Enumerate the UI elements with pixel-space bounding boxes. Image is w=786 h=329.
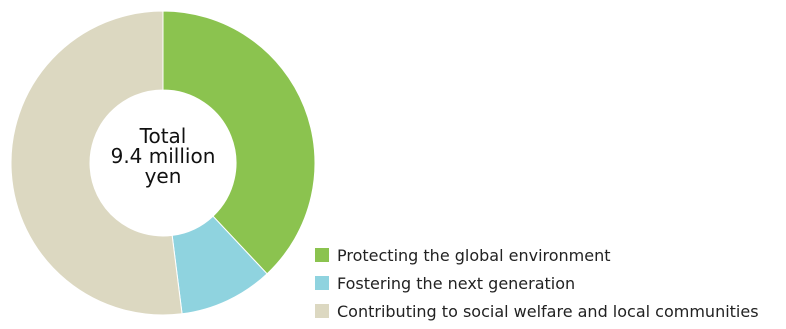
slice-group bbox=[10, 10, 316, 316]
legend-item-next-generation: Fostering the next generation bbox=[315, 269, 786, 297]
legend-swatch-social-welfare bbox=[315, 304, 329, 318]
legend-swatch-next-generation bbox=[315, 276, 329, 290]
legend-swatch-global-environment bbox=[315, 248, 329, 262]
center-label-line-2: 9.4 million bbox=[110, 144, 216, 168]
legend-item-global-environment: Protecting the global environment bbox=[315, 241, 786, 269]
legend-label-global-environment: Protecting the global environment bbox=[337, 245, 611, 265]
slice-0 bbox=[162, 10, 316, 275]
legend-label-next-generation: Fostering the next generation bbox=[337, 273, 576, 293]
legend-label-social-welfare: Contributing to social welfare and local… bbox=[337, 301, 759, 321]
center-total-label: Total 9.4 million yen bbox=[88, 126, 238, 186]
legend-item-social-welfare: Contributing to social welfare and local… bbox=[315, 297, 786, 325]
center-label-line-1: Total bbox=[139, 124, 187, 148]
center-label-line-3: yen bbox=[144, 164, 182, 188]
legend: Protecting the global environment Foster… bbox=[315, 241, 786, 325]
slice-2 bbox=[10, 10, 183, 316]
